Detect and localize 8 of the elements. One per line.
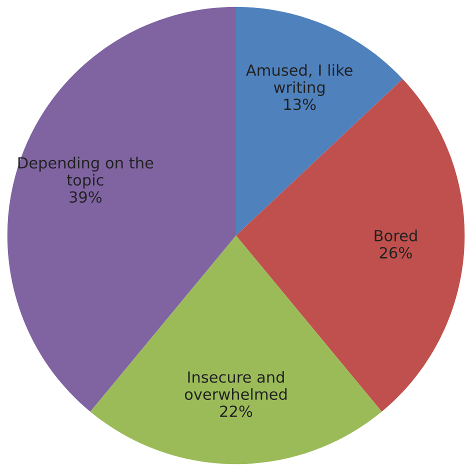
slice-label: Depending on the topic <box>18 156 154 189</box>
data-label: 26% <box>380 246 412 259</box>
data-label: 13% <box>284 98 316 110</box>
data-label: 39% <box>70 191 102 203</box>
data-label: 22% <box>220 406 252 418</box>
slice-label: Bored <box>374 230 417 242</box>
slice-label: Insecure and overwhelmed <box>184 371 287 400</box>
slice-label: Amused, I like writing <box>246 64 352 96</box>
